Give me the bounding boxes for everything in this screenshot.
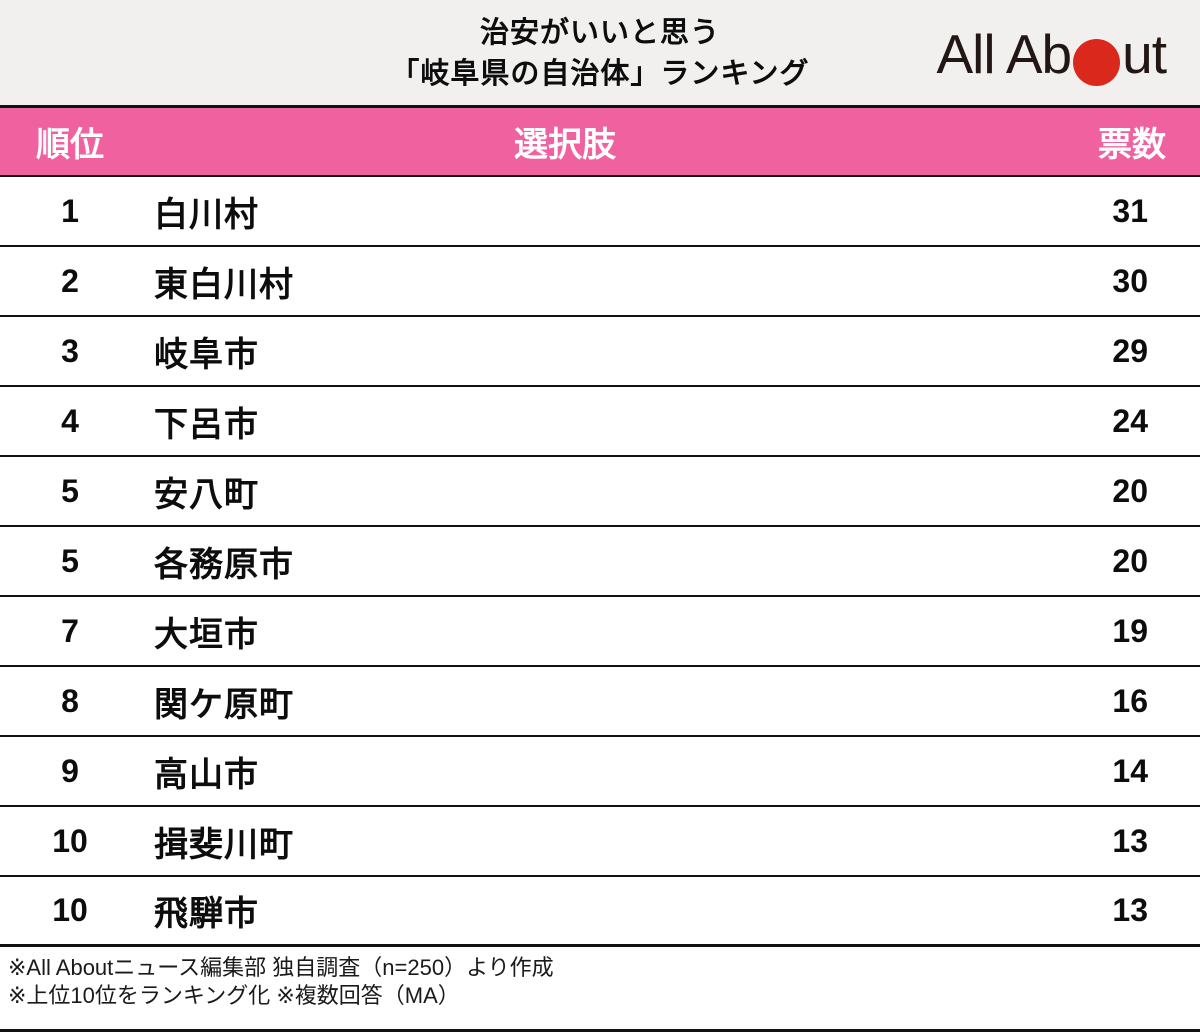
logo-text-after: ut xyxy=(1122,23,1167,85)
rank-cell: 5 xyxy=(61,472,79,509)
table-row: 5 各務原市 20 xyxy=(0,527,1200,597)
footnote-source: ※All Aboutニュース編集部 独自調査（n=250）より作成 xyxy=(8,955,554,980)
municipality-name: 大垣市 xyxy=(154,615,259,654)
votes-cell: 13 xyxy=(1112,892,1148,928)
table-row: 4 下呂市 24 xyxy=(0,387,1200,457)
title-line-2: 「岐阜県の自治体」ランキング xyxy=(390,58,810,90)
title-line-1: 治安がいいと思う xyxy=(479,17,720,49)
municipality-name: 揖斐川町 xyxy=(154,825,294,864)
footnote-method: ※上位10位をランキング化 ※複数回答（MA） xyxy=(8,983,460,1008)
logo-text-before: All Ab xyxy=(936,23,1072,85)
votes-cell: 24 xyxy=(1112,402,1148,439)
page-title: 治安がいいと思う 「岐阜県の自治体」ランキング xyxy=(0,13,1200,95)
rank-cell: 5 xyxy=(61,542,79,579)
title-bar: 治安がいいと思う 「岐阜県の自治体」ランキング All Ab ut xyxy=(0,0,1200,108)
table-row: 10 飛騨市 13 xyxy=(0,877,1200,947)
votes-cell: 20 xyxy=(1112,472,1148,509)
ranking-table-body: 1 白川村 31 2 東白川村 30 3 岐阜市 29 4 下呂市 24 5 安… xyxy=(0,177,1200,947)
rank-cell: 10 xyxy=(52,822,88,859)
votes-cell: 29 xyxy=(1112,332,1148,369)
rank-cell: 3 xyxy=(61,332,79,369)
table-row: 10 揖斐川町 13 xyxy=(0,807,1200,877)
table-row: 3 岐阜市 29 xyxy=(0,317,1200,387)
table-row: 8 関ケ原町 16 xyxy=(0,667,1200,737)
rank-cell: 9 xyxy=(61,752,79,789)
footnotes: ※All Aboutニュース編集部 独自調査（n=250）より作成 ※上位10位… xyxy=(0,947,1200,1029)
rank-cell: 2 xyxy=(61,262,79,299)
rank-cell: 4 xyxy=(61,402,79,439)
votes-cell: 19 xyxy=(1112,612,1148,649)
votes-cell: 16 xyxy=(1112,682,1148,719)
column-header-rank: 順位 xyxy=(36,126,104,164)
table-row: 2 東白川村 30 xyxy=(0,247,1200,317)
column-header-choice: 選択肢 xyxy=(514,126,616,164)
votes-cell: 30 xyxy=(1112,262,1148,299)
rank-cell: 10 xyxy=(52,892,88,928)
logo-red-circle-icon xyxy=(1073,38,1121,86)
table-row: 7 大垣市 19 xyxy=(0,597,1200,667)
municipality-name: 安八町 xyxy=(154,475,259,514)
municipality-name: 関ケ原町 xyxy=(154,685,294,724)
municipality-name: 岐阜市 xyxy=(154,335,259,374)
rank-cell: 7 xyxy=(61,612,79,649)
votes-cell: 14 xyxy=(1112,752,1148,789)
municipality-name: 東白川村 xyxy=(154,265,294,304)
municipality-name: 下呂市 xyxy=(154,405,259,444)
table-row: 1 白川村 31 xyxy=(0,177,1200,247)
table-row: 5 安八町 20 xyxy=(0,457,1200,527)
table-header-row: 順位 選択肢 票数 xyxy=(0,108,1200,177)
votes-cell: 31 xyxy=(1112,192,1148,229)
allabout-logo: All Ab ut xyxy=(936,23,1167,86)
table-row: 9 高山市 14 xyxy=(0,737,1200,807)
votes-cell: 13 xyxy=(1112,822,1148,859)
votes-cell: 20 xyxy=(1112,542,1148,579)
municipality-name: 各務原市 xyxy=(154,545,294,584)
municipality-name: 高山市 xyxy=(154,755,259,794)
municipality-name: 飛騨市 xyxy=(154,895,259,933)
municipality-name: 白川村 xyxy=(154,195,259,234)
rank-cell: 1 xyxy=(61,192,79,229)
column-header-votes: 票数 xyxy=(1098,126,1166,164)
rank-cell: 8 xyxy=(61,682,79,719)
